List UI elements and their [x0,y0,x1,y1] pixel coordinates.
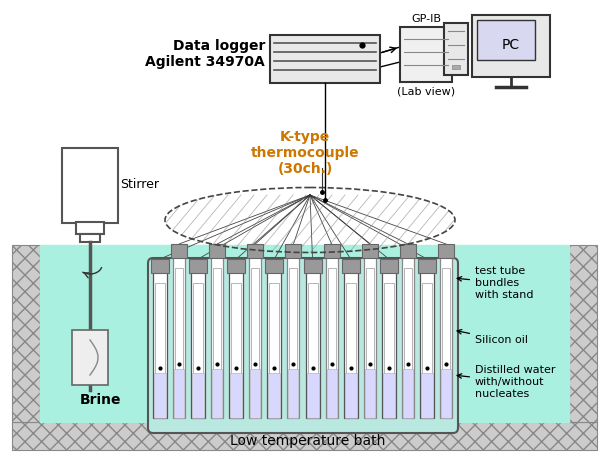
Bar [444,23,468,75]
Text: Brine: Brine [80,393,121,407]
Bar [40,245,569,422]
Bar [477,20,535,60]
Text: PC: PC [502,38,520,52]
Text: Stirrer: Stirrer [120,179,159,192]
Bar [441,369,451,418]
Bar [174,369,184,418]
Bar [418,259,436,273]
Bar [290,268,298,413]
Bar [171,244,187,258]
Bar [153,268,167,418]
Bar [12,422,597,450]
Bar [192,373,204,418]
Bar [213,268,221,413]
Bar [326,253,338,418]
Bar [154,373,166,418]
Bar [175,268,183,413]
Bar [212,369,222,418]
Bar [442,268,450,413]
Bar [80,234,100,242]
Bar [155,283,165,413]
Bar [267,268,282,418]
Bar [438,244,454,258]
Bar [384,283,394,413]
FancyBboxPatch shape [148,258,458,433]
Bar [173,253,185,418]
Text: (Lab view): (Lab view) [397,87,455,97]
Bar [307,283,317,413]
Bar [248,244,263,258]
Bar [569,245,597,422]
Bar [366,268,374,413]
Bar [307,373,318,418]
Text: Distilled water
with/without
nucleates: Distilled water with/without nucleates [457,365,556,398]
Bar [306,268,320,418]
Bar [249,253,261,418]
Bar [191,268,205,418]
Bar [362,244,378,258]
Bar [400,244,416,258]
Bar [363,253,376,418]
Bar [380,259,398,273]
Bar [62,148,118,223]
Bar [285,244,301,258]
Bar [229,268,243,418]
Bar [270,35,380,83]
Bar [452,65,460,69]
Text: Silicon oil: Silicon oil [457,330,528,345]
Bar [288,369,299,418]
Bar [231,283,241,413]
Bar [402,253,414,418]
Bar [383,373,395,418]
Text: Data logger
Agilent 34970A: Data logger Agilent 34970A [145,39,265,69]
Bar [211,253,223,418]
Bar [472,15,550,77]
Bar [193,283,203,413]
Bar [227,259,245,273]
Bar [265,259,283,273]
Bar [12,245,40,422]
Bar [365,369,375,418]
Bar [151,259,169,273]
Bar [326,369,336,418]
Bar [345,373,357,418]
Bar [346,283,355,413]
Bar [269,373,280,418]
Bar [288,253,299,418]
Bar [189,259,207,273]
Bar [440,253,452,418]
Text: GP-IB: GP-IB [411,14,441,24]
Text: test tube
bundles
with stand: test tube bundles with stand [457,267,533,300]
Text: K-type
thermocouple
(30ch.): K-type thermocouple (30ch.) [251,130,359,177]
Bar [72,330,108,385]
Bar [382,268,396,418]
Bar [250,369,261,418]
Bar [420,268,434,418]
Bar [344,268,358,418]
Bar [404,268,412,413]
Bar [251,268,259,413]
Bar [304,259,322,273]
Bar [421,373,433,418]
Bar [209,244,225,258]
Bar [400,27,452,82]
Bar [403,369,413,418]
Bar [230,373,242,418]
Bar [342,259,360,273]
Bar [269,283,280,413]
Bar [76,222,104,234]
Bar [422,283,432,413]
Bar [323,244,339,258]
Text: Low temperature bath: Low temperature bath [230,434,386,448]
Bar [328,268,336,413]
